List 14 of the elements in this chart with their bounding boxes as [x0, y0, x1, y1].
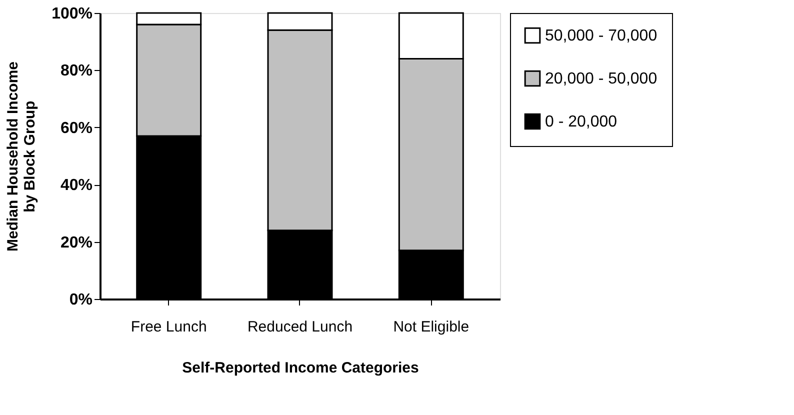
y-tick-label: 20%	[60, 234, 92, 252]
y-tick-label: 60%	[60, 120, 92, 137]
x-tick-label: Not Eligible	[393, 318, 470, 336]
x-tick-label: Reduced Lunch	[247, 318, 353, 336]
legend-label: 20,000 - 50,000	[545, 70, 658, 88]
y-axis-title: Median Household Income by Block Group	[4, 61, 39, 252]
y-tick-label: 0%	[69, 292, 92, 308]
y-tick-label: 80%	[60, 62, 92, 80]
y-tick-label: 40%	[60, 177, 92, 194]
legend-label: 50,000 - 70,000	[545, 28, 658, 44]
x-tick-label: Free Lunch	[130, 318, 207, 336]
y-tick-label: 100%	[52, 6, 92, 22]
x-axis-title: Self-Reported Income Categories	[182, 360, 419, 376]
legend-label: 0 - 20,000	[545, 114, 618, 130]
